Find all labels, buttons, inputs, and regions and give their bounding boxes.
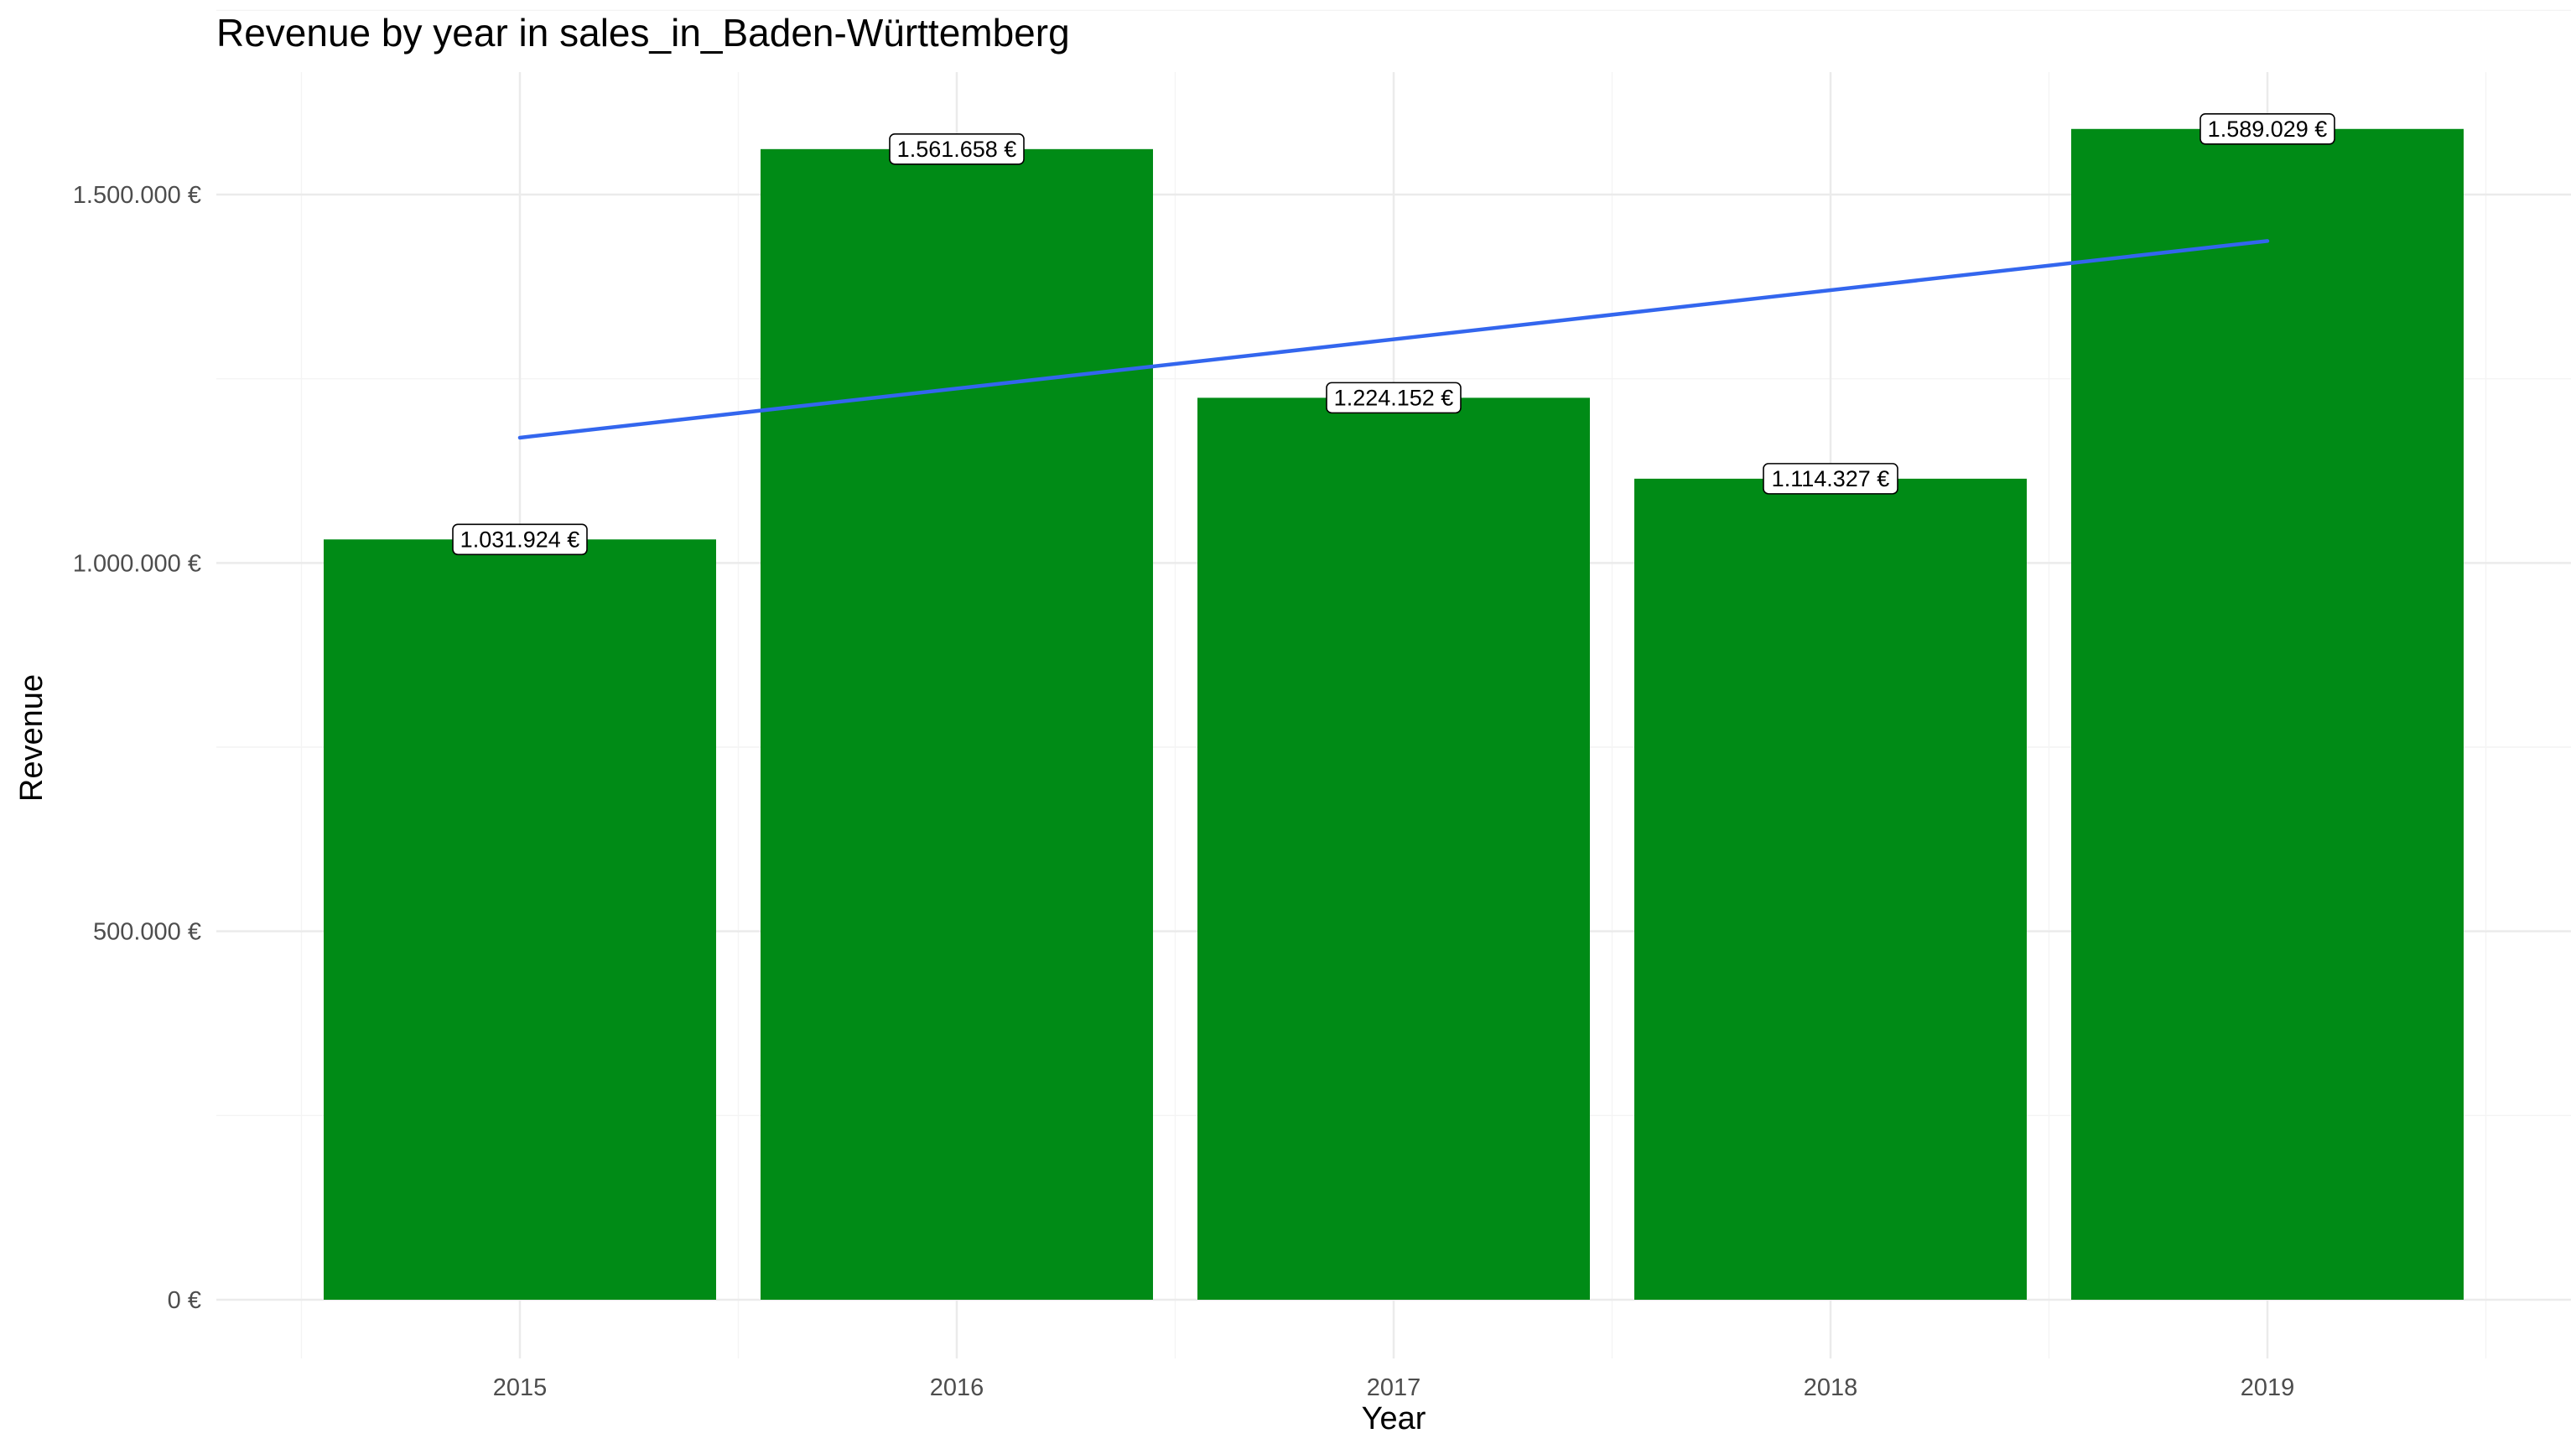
y-tick-label: 500.000 € — [93, 919, 201, 946]
x-tick-label: 2016 — [930, 1374, 984, 1401]
data-label-box — [452, 523, 588, 556]
x-tick-label: 2015 — [493, 1374, 548, 1401]
bar-2019 — [2071, 128, 2464, 1300]
x-tick-label: 2019 — [2241, 1374, 2295, 1401]
x-tick-label: 2018 — [1804, 1374, 1858, 1401]
trend-line-group — [517, 239, 2270, 440]
data-label-box — [889, 133, 1025, 165]
y-tick-label: 0 € — [168, 1287, 201, 1314]
data-label: 1.561.658 € — [897, 137, 1017, 162]
data-label-box — [2199, 112, 2335, 145]
x-axis-tick-labels: 2015 2016 2017 2018 2019 — [493, 1374, 2295, 1401]
y-axis-title: Revenue — [14, 674, 49, 802]
data-label: 1.031.924 € — [460, 527, 580, 552]
y-tick-label: 1.500.000 € — [73, 182, 201, 209]
bar-2018 — [1634, 478, 2027, 1300]
bar-2015 — [324, 539, 716, 1300]
y-tick-label: 1.000.000 € — [73, 550, 201, 577]
bar-2016 — [761, 148, 1153, 1301]
x-tick-label: 2017 — [1367, 1374, 1421, 1401]
bars — [324, 128, 2464, 1301]
data-label-box — [1763, 463, 1898, 495]
chart-title: Revenue by year in sales_in_Baden-Württe… — [216, 11, 1070, 55]
data-label: 1.224.152 € — [1334, 385, 1454, 410]
data-label-box — [1326, 382, 1462, 414]
data-label: 1.114.327 € — [1772, 466, 1890, 491]
x-axis-title: Year — [1362, 1401, 1426, 1436]
data-labels: 1.031.924 € 1.561.658 € 1.224.152 € 1.114.3… — [452, 112, 2335, 556]
bar-2017 — [1197, 397, 1590, 1301]
data-label: 1.589.029 € — [2208, 117, 2328, 142]
trend-line — [517, 239, 2270, 440]
y-axis-tick-labels: 0 € 500.000 € 1.000.000 € 1.500.000 € — [73, 182, 201, 1314]
